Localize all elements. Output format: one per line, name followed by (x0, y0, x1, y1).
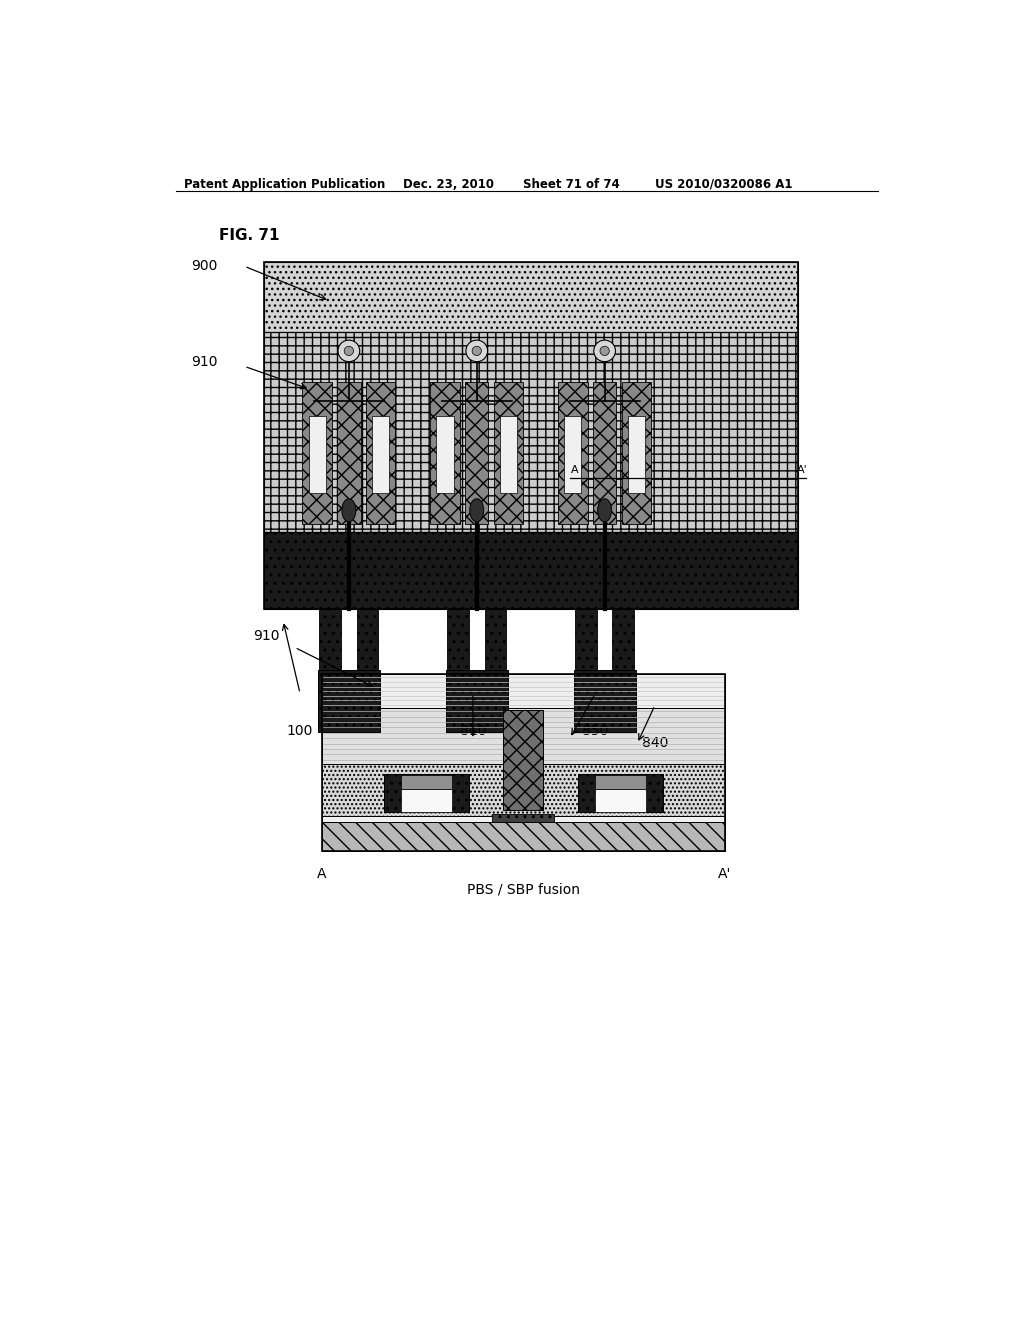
Bar (337, 381, 360, 524)
Text: A': A' (718, 867, 731, 880)
Bar (322, 822, 725, 851)
Ellipse shape (342, 499, 356, 521)
Bar (612, 609, 634, 671)
Text: 910: 910 (190, 355, 217, 368)
Text: Sheet 71 of 74: Sheet 71 of 74 (523, 178, 620, 190)
Bar (308, 416, 326, 494)
Bar (436, 416, 454, 494)
Bar (263, 263, 799, 609)
Bar (366, 381, 395, 524)
Circle shape (594, 341, 615, 362)
Text: 910: 910 (253, 630, 280, 644)
Bar (322, 675, 725, 851)
Bar (558, 381, 588, 524)
Bar (317, 671, 380, 733)
Bar (447, 609, 469, 671)
Bar (445, 671, 508, 733)
Bar (263, 532, 799, 609)
Text: PBS / SBP fusion: PBS / SBP fusion (467, 882, 580, 896)
Text: 100: 100 (287, 725, 313, 738)
Text: A: A (571, 465, 579, 475)
Bar (263, 263, 799, 331)
Text: 810: 810 (460, 725, 486, 738)
Text: Patent Application Publication: Patent Application Publication (183, 178, 385, 190)
Bar (322, 816, 725, 822)
Bar (484, 609, 506, 671)
Bar (493, 814, 554, 822)
Text: FIG. 71: FIG. 71 (219, 227, 280, 243)
Bar (465, 381, 488, 524)
Text: A: A (317, 867, 327, 880)
Bar (575, 609, 597, 671)
Bar (356, 609, 378, 671)
Bar (322, 709, 725, 763)
Text: 900: 900 (190, 259, 217, 272)
Circle shape (466, 341, 487, 362)
Bar (503, 710, 544, 810)
Bar (578, 774, 663, 812)
Bar (430, 381, 460, 524)
Bar (595, 775, 646, 789)
Ellipse shape (470, 499, 483, 521)
Bar (263, 331, 799, 532)
Bar (595, 789, 646, 812)
Bar (400, 775, 452, 789)
Bar (494, 381, 523, 524)
Text: 840: 840 (642, 737, 669, 750)
Bar (322, 763, 725, 816)
Text: US 2010/0320086 A1: US 2010/0320086 A1 (655, 178, 793, 190)
Bar (622, 381, 651, 524)
Bar (628, 416, 645, 494)
Text: Dec. 23, 2010: Dec. 23, 2010 (403, 178, 495, 190)
Circle shape (472, 346, 481, 355)
Text: 850: 850 (582, 725, 608, 738)
Bar (319, 609, 341, 671)
Circle shape (600, 346, 609, 355)
Circle shape (344, 346, 353, 355)
Bar (564, 416, 582, 494)
Bar (384, 774, 469, 812)
Bar (302, 381, 332, 524)
Bar (573, 671, 636, 733)
Bar (593, 381, 616, 524)
Bar (500, 416, 517, 494)
Circle shape (338, 341, 359, 362)
Text: A': A' (797, 465, 808, 475)
Bar (400, 789, 452, 812)
Bar (322, 675, 725, 708)
Ellipse shape (598, 499, 611, 521)
Bar (372, 416, 389, 494)
